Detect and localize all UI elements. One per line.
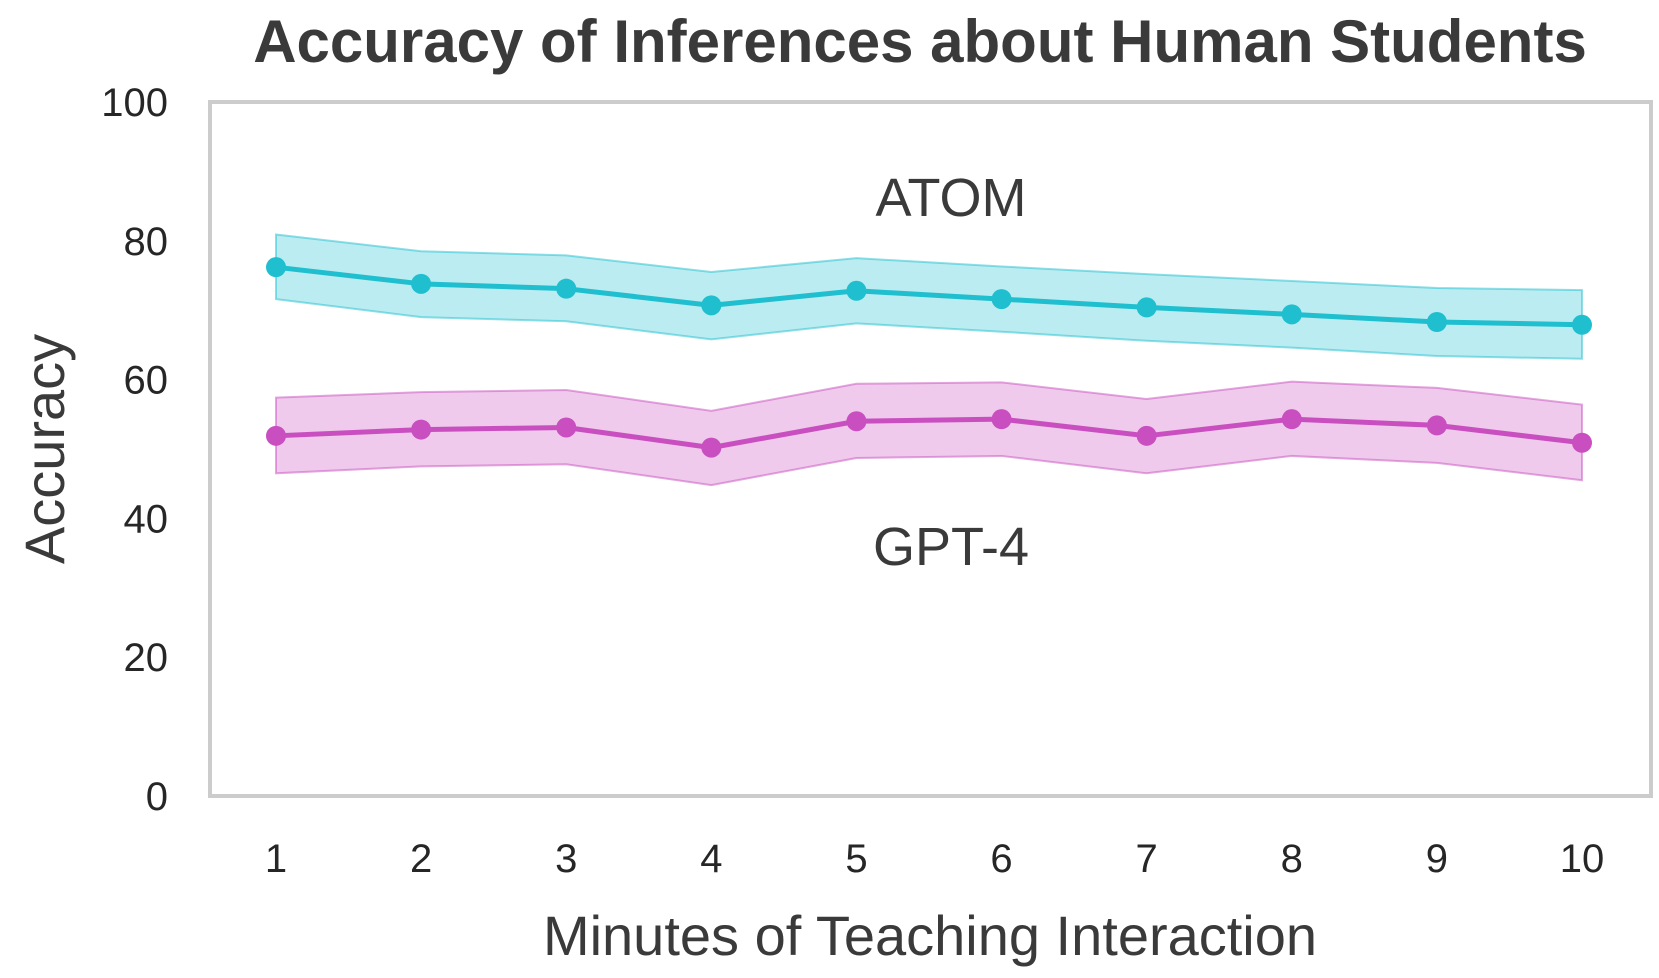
x-tick-label: 8	[1281, 837, 1303, 881]
data-point-atom	[556, 278, 577, 299]
data-point-gpt4	[1281, 409, 1302, 430]
data-point-atom	[991, 289, 1012, 310]
x-tick-label: 4	[700, 837, 722, 881]
data-point-atom	[701, 295, 722, 316]
x-tick-label: 2	[410, 837, 432, 881]
plot-area	[266, 233, 1592, 487]
data-point-gpt4	[1572, 432, 1592, 453]
x-axis-label: Minutes of Teaching Interaction	[543, 904, 1317, 967]
data-point-gpt4	[266, 425, 286, 446]
series-line-gpt4	[275, 416, 1583, 451]
y-tick-label: 40	[124, 497, 169, 541]
x-tick-label: 3	[555, 837, 577, 881]
plot-frame	[208, 100, 1653, 798]
data-point-gpt4	[701, 437, 722, 458]
x-axis: 1 2 3 4 5 6 7 8 9 10	[265, 837, 1604, 881]
series-label-atom: ATOM	[875, 168, 1026, 228]
data-point-gpt4	[1136, 425, 1157, 446]
x-tick-label: 1	[265, 837, 287, 881]
data-point-gpt4	[846, 411, 867, 432]
data-point-atom	[1426, 311, 1447, 332]
y-tick-label: 80	[124, 220, 169, 264]
y-axis-label: Accuracy	[13, 334, 76, 564]
data-point-gpt4	[411, 419, 432, 440]
y-axis: 0 20 40 60 80 100	[101, 81, 168, 819]
x-tick-label: 5	[845, 837, 867, 881]
x-tick-label: 10	[1560, 837, 1605, 881]
data-point-atom	[266, 257, 286, 278]
data-point-gpt4	[556, 417, 577, 438]
y-tick-label: 60	[124, 359, 169, 403]
data-point-atom	[1136, 297, 1157, 318]
data-point-atom	[1572, 314, 1592, 335]
data-point-gpt4	[1426, 415, 1447, 436]
data-point-gpt4	[991, 409, 1012, 430]
x-tick-label: 6	[990, 837, 1012, 881]
series-atom	[266, 233, 1592, 360]
data-point-atom	[846, 280, 867, 301]
y-tick-label: 20	[124, 636, 169, 680]
x-tick-label: 9	[1426, 837, 1448, 881]
confidence-band-gpt4	[275, 380, 1583, 487]
y-tick-label: 100	[101, 81, 168, 125]
data-point-atom	[1281, 304, 1302, 325]
series-gpt4	[266, 380, 1592, 487]
chart-title: Accuracy of Inferences about Human Stude…	[253, 8, 1587, 75]
series-line-atom	[275, 264, 1583, 328]
x-tick-label: 7	[1136, 837, 1158, 881]
data-point-atom	[411, 273, 432, 294]
y-tick-label: 0	[146, 775, 168, 819]
series-label-gpt4: GPT-4	[873, 517, 1029, 577]
